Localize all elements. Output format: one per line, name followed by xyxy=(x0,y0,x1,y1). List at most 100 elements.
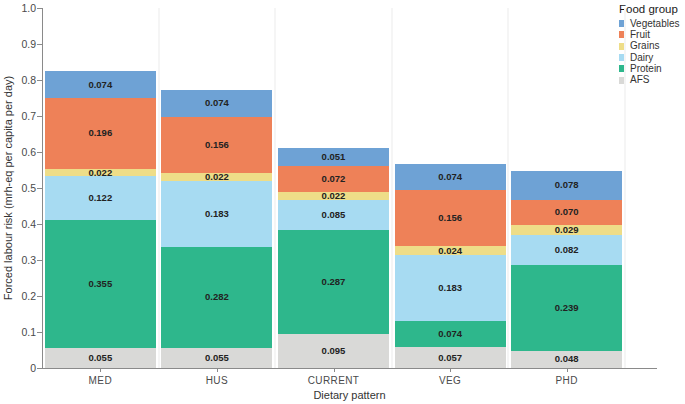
legend-item-protein: Protein xyxy=(619,63,680,74)
legend-label: AFS xyxy=(630,75,649,85)
segment-value-label: 0.078 xyxy=(555,181,579,189)
x-tick-label-hus: HUS xyxy=(172,375,262,386)
category-gridline xyxy=(158,8,160,368)
bar-segment-protein-med: 0.355 xyxy=(45,220,156,348)
legend-item-fruit: Fruit xyxy=(619,29,680,40)
bar-segment-protein-current: 0.287 xyxy=(278,230,389,333)
segment-value-label: 0.048 xyxy=(555,355,579,363)
x-tick-label-current: CURRENT xyxy=(289,375,379,386)
bar-segment-vegetables-phd: 0.078 xyxy=(511,171,622,199)
segment-value-label: 0.022 xyxy=(205,173,229,181)
y-axis-line xyxy=(42,8,43,368)
legend-label: Fruit xyxy=(630,30,650,40)
segment-value-label: 0.085 xyxy=(322,211,346,219)
legend-item-dairy: Dairy xyxy=(619,52,680,63)
y-tick-label: 0.9 xyxy=(4,39,36,49)
segment-value-label: 0.024 xyxy=(438,247,462,255)
bar-segment-dairy-veg: 0.183 xyxy=(395,255,506,321)
bar-segment-fruit-hus: 0.156 xyxy=(161,117,272,173)
bar-segment-protein-hus: 0.282 xyxy=(161,247,272,349)
bar-segment-vegetables-med: 0.074 xyxy=(45,71,156,98)
bar-segment-dairy-current: 0.085 xyxy=(278,200,389,231)
segment-value-label: 0.122 xyxy=(88,194,112,202)
segment-value-label: 0.074 xyxy=(88,81,112,89)
segment-value-label: 0.095 xyxy=(322,347,346,355)
segment-value-label: 0.074 xyxy=(205,99,229,107)
bar-segment-dairy-hus: 0.183 xyxy=(161,181,272,247)
x-axis-line xyxy=(42,368,657,369)
segment-value-label: 0.156 xyxy=(438,214,462,222)
legend-label: Protein xyxy=(630,64,662,74)
legend-item-grains: Grains xyxy=(619,41,680,52)
segment-value-label: 0.287 xyxy=(322,278,346,286)
x-tick-mark xyxy=(217,368,218,372)
segment-value-label: 0.082 xyxy=(555,246,579,254)
bar-segment-afs-hus: 0.055 xyxy=(161,348,272,368)
bar-segment-fruit-med: 0.196 xyxy=(45,98,156,169)
segment-value-label: 0.070 xyxy=(555,208,579,216)
bar-segment-grains-phd: 0.029 xyxy=(511,225,622,235)
y-tick-label: 0.4 xyxy=(4,219,36,229)
segment-value-label: 0.282 xyxy=(205,293,229,301)
bar-segment-grains-current: 0.022 xyxy=(278,192,389,200)
segment-value-label: 0.156 xyxy=(205,141,229,149)
y-tick-label: 1.0 xyxy=(4,3,36,13)
segment-value-label: 0.183 xyxy=(438,284,462,292)
segment-value-label: 0.022 xyxy=(322,192,346,200)
legend-title: Food group xyxy=(619,3,680,15)
y-tick-label: 0.2 xyxy=(4,291,36,301)
legend-label: Grains xyxy=(630,41,659,51)
legend-label: Vegetables xyxy=(630,19,680,29)
segment-value-label: 0.355 xyxy=(88,280,112,288)
y-tick-label: 0.1 xyxy=(4,327,36,337)
bar-segment-afs-phd: 0.048 xyxy=(511,351,622,368)
segment-value-label: 0.022 xyxy=(88,169,112,177)
segment-value-label: 0.051 xyxy=(322,153,346,161)
legend: Food group VegetablesFruitGrains DairyPro… xyxy=(619,3,680,86)
stacked-bar-chart-figure: Forced labour risk (mrh-eq per capita pe… xyxy=(0,0,685,404)
bar-segment-afs-med: 0.055 xyxy=(45,348,156,368)
category-gridline xyxy=(274,8,276,368)
bar-segment-vegetables-veg: 0.074 xyxy=(395,164,506,191)
segment-value-label: 0.055 xyxy=(205,354,229,362)
segment-value-label: 0.029 xyxy=(555,226,579,234)
x-tick-mark xyxy=(334,368,335,372)
x-tick-mark xyxy=(450,368,451,372)
y-tick-label: 0.8 xyxy=(4,75,36,85)
bar-segment-grains-med: 0.022 xyxy=(45,169,156,177)
bar-segment-protein-veg: 0.074 xyxy=(395,321,506,348)
y-tick-label: 0.7 xyxy=(4,111,36,121)
y-tick-label: 0.5 xyxy=(4,183,36,193)
bar-segment-dairy-med: 0.122 xyxy=(45,176,156,220)
bar-segment-vegetables-hus: 0.074 xyxy=(161,90,272,117)
bar-segment-vegetables-current: 0.051 xyxy=(278,148,389,166)
legend-item-afs: AFS xyxy=(619,74,680,85)
segment-value-label: 0.055 xyxy=(88,354,112,362)
bar-segment-fruit-veg: 0.156 xyxy=(395,190,506,246)
category-gridline xyxy=(507,8,509,368)
bar-segment-fruit-current: 0.072 xyxy=(278,166,389,192)
legend-label: Dairy xyxy=(630,53,653,63)
x-tick-label-veg: VEG xyxy=(405,375,495,386)
y-tick-label: 0.6 xyxy=(4,147,36,157)
legend-item-vegetables: Vegetables xyxy=(619,18,680,29)
category-gridline xyxy=(391,8,393,368)
segment-value-label: 0.072 xyxy=(322,175,346,183)
segment-value-label: 0.074 xyxy=(438,173,462,181)
segment-value-label: 0.074 xyxy=(438,330,462,338)
y-tick-label: 0.3 xyxy=(4,255,36,265)
x-tick-label-phd: PHD xyxy=(522,375,612,386)
segment-value-label: 0.196 xyxy=(88,129,112,137)
x-tick-mark xyxy=(567,368,568,372)
bar-segment-dairy-phd: 0.082 xyxy=(511,235,622,265)
category-gridline xyxy=(624,8,626,368)
bar-segment-protein-phd: 0.239 xyxy=(511,265,622,351)
bar-segment-fruit-phd: 0.070 xyxy=(511,200,622,225)
bar-segment-grains-hus: 0.022 xyxy=(161,173,272,181)
x-tick-mark xyxy=(100,368,101,372)
y-tick-label: 0 xyxy=(4,363,36,373)
segment-value-label: 0.239 xyxy=(555,304,579,312)
x-axis-title: Dietary pattern xyxy=(42,389,657,401)
segment-value-label: 0.183 xyxy=(205,210,229,218)
segment-value-label: 0.057 xyxy=(438,354,462,362)
